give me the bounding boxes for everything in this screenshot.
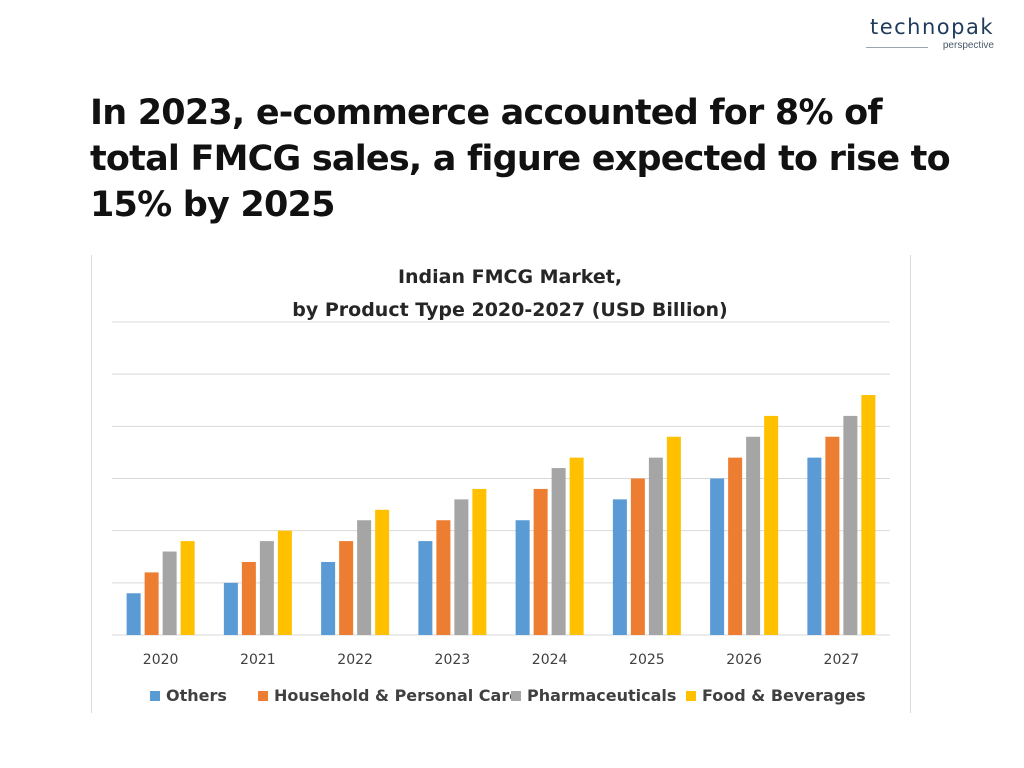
x-tick-label: 2023: [435, 652, 471, 668]
bar-others-2027: [807, 457, 822, 635]
bar-others-2023: [418, 541, 433, 635]
bar-chart: Indian FMCG Market, by Product Type 2020…: [112, 266, 890, 705]
legend-swatch: [258, 691, 268, 701]
bar-pharmaceuticals-2025: [648, 457, 663, 635]
x-tick-label: 2022: [337, 652, 373, 668]
brand-divider: [866, 47, 928, 48]
bar-food-beverages-2023: [472, 488, 487, 635]
bar-others-2024: [515, 520, 530, 635]
bar-household-personal-care-2026: [728, 457, 743, 635]
bar-food-beverages-2024: [569, 457, 584, 635]
bar-others-2026: [710, 478, 725, 635]
page-headline: In 2023, e-commerce accounted for 8% of …: [90, 93, 951, 225]
bar-pharmaceuticals-2027: [843, 415, 858, 635]
chart-title: Indian FMCG Market,: [398, 266, 622, 288]
x-tick-label: 2025: [629, 652, 665, 668]
bar-household-personal-care-2025: [630, 478, 645, 635]
bar-pharmaceuticals-2022: [357, 520, 372, 635]
bar-food-beverages-2021: [277, 530, 292, 635]
legend-label: Others: [166, 686, 227, 705]
bar-food-beverages-2020: [180, 541, 195, 635]
x-axis-labels: 2020 2021 2022 2023 2024 2025 2026 2027: [143, 652, 859, 668]
chart-container: Indian FMCG Market, by Product Type 2020…: [91, 255, 911, 713]
bar-household-personal-care-2024: [533, 488, 548, 635]
bar-pharmaceuticals-2020: [162, 551, 177, 635]
chart-subtitle: by Product Type 2020-2027 (USD Billion): [292, 299, 727, 321]
bar-pharmaceuticals-2023: [454, 499, 469, 635]
legend-label: Pharmaceuticals: [527, 686, 676, 705]
legend-label: Household & Personal Care: [274, 686, 520, 705]
x-tick-label: 2024: [532, 652, 568, 668]
bar-household-personal-care-2023: [436, 520, 451, 635]
bar-household-personal-care-2022: [339, 541, 354, 635]
brand-logo: technopak perspective: [854, 14, 994, 52]
bar-pharmaceuticals-2026: [746, 436, 761, 635]
legend-swatch: [511, 691, 521, 701]
x-tick-label: 2020: [143, 652, 179, 668]
bar-others-2021: [223, 582, 238, 635]
x-tick-label: 2021: [240, 652, 276, 668]
bar-food-beverages-2027: [861, 395, 876, 635]
bar-others-2025: [612, 499, 627, 635]
bar-pharmaceuticals-2021: [259, 541, 274, 635]
bar-household-personal-care-2027: [825, 436, 840, 635]
bars-group: [126, 395, 876, 635]
bar-food-beverages-2022: [375, 509, 390, 635]
brand-tagline: perspective: [942, 40, 994, 51]
brand-name: technopak: [869, 15, 994, 39]
bar-food-beverages-2026: [764, 415, 779, 635]
bar-household-personal-care-2020: [144, 572, 159, 635]
bar-pharmaceuticals-2024: [551, 468, 566, 635]
bar-others-2020: [126, 593, 141, 635]
x-tick-label: 2026: [726, 652, 762, 668]
gridlines: [112, 321, 890, 636]
x-tick-label: 2027: [824, 652, 860, 668]
legend-label: Food & Beverages: [702, 686, 866, 705]
legend-swatch: [686, 691, 696, 701]
bar-others-2022: [321, 561, 336, 635]
legend-swatch: [150, 691, 160, 701]
bar-food-beverages-2025: [666, 436, 681, 635]
legend: Others Household & Personal Care Pharmaceu…: [150, 686, 866, 705]
bar-household-personal-care-2021: [241, 561, 256, 635]
